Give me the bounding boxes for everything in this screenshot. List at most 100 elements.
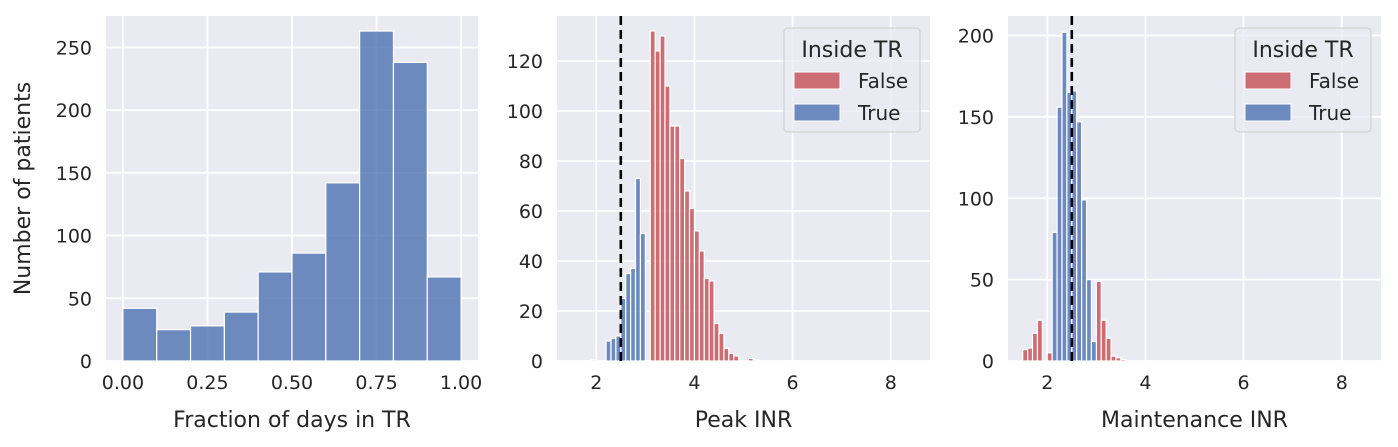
histogram-bar	[1031, 332, 1039, 362]
legend-entry-label: False	[1309, 69, 1359, 93]
x-tick-label: 6	[1238, 372, 1250, 394]
y-tick-label: 50	[970, 270, 994, 292]
legend-entry-label: True	[1308, 101, 1351, 125]
series-false	[1022, 280, 1127, 362]
y-tick-label: 0	[531, 351, 543, 373]
y-tick-label: 150	[958, 107, 994, 129]
y-tick-label: 120	[507, 51, 543, 73]
y-tick-label: 50	[68, 288, 92, 310]
legend-title: Inside TR	[801, 38, 902, 63]
histogram-bar	[291, 252, 327, 362]
legend: Inside TR False True	[1234, 27, 1372, 133]
histogram-bar	[630, 267, 637, 362]
series-bars	[122, 30, 462, 362]
histogram-bar	[1027, 347, 1034, 362]
x-tick-label: 2	[590, 372, 602, 394]
x-tick-label: 0.75	[355, 372, 397, 394]
histogram-bar	[590, 359, 597, 362]
series-true	[1051, 31, 1097, 362]
histogram-bar	[659, 35, 666, 362]
histogram-bar	[257, 271, 293, 362]
x-tick-label: 6	[787, 372, 799, 394]
x-tick-label: 4	[688, 372, 700, 394]
histogram-bar	[625, 272, 632, 362]
histogram-bar	[1090, 340, 1097, 362]
histogram-bar	[1036, 319, 1043, 362]
y-tick-label: 40	[519, 251, 543, 273]
x-axis-label: Fraction of days in TR	[173, 408, 411, 433]
histogram-bar	[1046, 352, 1053, 362]
histogram-bar	[639, 232, 646, 362]
histogram-bar	[325, 182, 361, 362]
chart-panel-3: 2 4 6 8 0 50 100 150 200 Maintenance INR Inside TR…	[958, 16, 1381, 433]
histogram-bar	[189, 325, 225, 362]
histogram-bar	[1076, 121, 1083, 362]
series-true	[605, 177, 646, 362]
histogram-bar	[688, 207, 696, 362]
y-tick-label: 0	[80, 351, 92, 373]
legend-swatch	[1244, 103, 1292, 122]
histogram-bar	[223, 311, 259, 362]
y-tick-label: 200	[958, 26, 994, 48]
histogram-bar	[359, 30, 395, 362]
x-axis-label: Maintenance INR	[1101, 408, 1288, 433]
histogram-bar	[679, 157, 686, 362]
histogram-bar	[713, 322, 720, 362]
y-tick-label: 250	[56, 37, 92, 59]
histogram-bar	[718, 332, 725, 362]
y-tick-label: 80	[519, 151, 543, 173]
histogram-bar	[684, 190, 691, 362]
series-false	[590, 30, 759, 362]
histogram-bar	[426, 276, 462, 362]
y-tick-label: 0	[982, 351, 994, 373]
x-tick-label: 8	[1336, 372, 1348, 394]
legend: Inside TR False True	[783, 27, 921, 133]
histogram-bar	[1061, 31, 1068, 362]
histogram-bar	[674, 125, 681, 362]
y-tick-label: 100	[958, 188, 994, 210]
histogram-bar	[1051, 231, 1058, 362]
histogram-bar	[1085, 279, 1093, 362]
y-tick-label: 200	[56, 100, 92, 122]
x-tick-label: 0.25	[186, 372, 228, 394]
histogram-bar	[728, 352, 735, 362]
histogram-bar	[392, 61, 428, 362]
histogram-bar	[1105, 337, 1112, 362]
histogram-bar	[708, 280, 715, 362]
histogram-bar	[634, 177, 642, 362]
x-tick-label: 1.00	[440, 372, 482, 394]
histogram-bar	[1110, 355, 1117, 362]
histogram-bar	[723, 347, 730, 362]
histogram-bar	[669, 125, 676, 362]
histogram-bar	[698, 250, 705, 362]
histogram-bar	[752, 359, 759, 362]
legend-entry-label: False	[858, 69, 908, 93]
histogram-bar	[156, 329, 192, 362]
x-tick-label: 8	[885, 372, 897, 394]
y-tick-label: 20	[519, 301, 543, 323]
chart-panel-1: 0.00 0.25 0.50 0.75 1.00 0 50 100 150 200 250 Fract…	[11, 16, 482, 433]
histogram-bar	[610, 337, 617, 362]
histogram-bar	[664, 85, 671, 362]
histogram-bar	[1095, 280, 1102, 362]
histogram-bar	[1115, 357, 1122, 362]
y-tick-label: 150	[56, 163, 92, 185]
legend-swatch	[793, 71, 841, 90]
histogram-bar	[649, 30, 656, 362]
legend-entry-label: True	[857, 101, 900, 125]
legend-title: Inside TR	[1252, 38, 1353, 63]
x-tick-label: 0.00	[102, 372, 144, 394]
histogram-bar	[693, 230, 700, 362]
x-tick-label: 0.50	[271, 372, 313, 394]
x-tick-label: 2	[1041, 372, 1053, 394]
histogram-bar	[1120, 358, 1127, 362]
histogram-bar	[1100, 319, 1107, 362]
histogram-bar	[1022, 349, 1029, 362]
histogram-bar	[605, 340, 612, 362]
histogram-bar	[703, 277, 710, 362]
y-tick-label: 100	[56, 226, 92, 248]
histogram-bar	[733, 355, 740, 362]
histogram-bar	[1081, 199, 1088, 362]
